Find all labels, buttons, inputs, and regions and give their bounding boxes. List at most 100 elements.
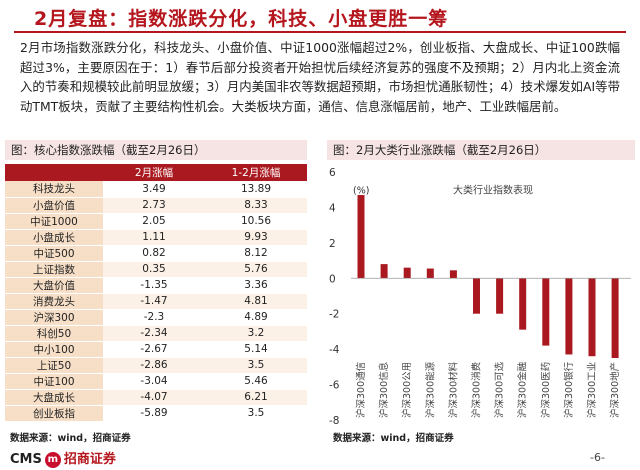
index-table: 2月涨幅 1-2月涨幅 科技龙头 3.49 13.89 小盘价值 2.73 8.33 中证1… bbox=[5, 164, 307, 422]
right-panel-title: 图：2月大类行业涨跌幅（截至2月26日） bbox=[327, 140, 635, 160]
bar bbox=[357, 195, 365, 279]
row-feb-cell: -2.34 bbox=[103, 325, 205, 342]
row-ytd-cell: 5.46 bbox=[205, 373, 307, 390]
bar bbox=[426, 268, 434, 279]
title-bar: 2月复盘：指数涨跌分化，科技、小盘更胜一筹 bbox=[0, 0, 640, 34]
table-row: 中证1000 2.05 10.56 bbox=[5, 213, 307, 230]
table-row: 科创50 -2.34 3.2 bbox=[5, 325, 307, 342]
row-feb-cell: -1.47 bbox=[103, 293, 205, 310]
table-row: 大盘成长 -4.07 6.21 bbox=[5, 389, 307, 406]
bar bbox=[611, 278, 619, 358]
row-ytd-cell: 8.12 bbox=[205, 245, 307, 262]
row-name-cell: 上证指数 bbox=[5, 261, 103, 278]
table-row: 中小100 -2.67 5.14 bbox=[5, 341, 307, 358]
category-label: 沪深300可选 bbox=[494, 361, 506, 418]
table-header-name bbox=[5, 164, 103, 181]
y-tick-label: 2 bbox=[329, 238, 336, 250]
row-feb-cell: -5.89 bbox=[103, 405, 205, 422]
table-row: 上证指数 0.35 5.76 bbox=[5, 261, 307, 278]
chart-title: 大类行业指数表现 bbox=[453, 184, 533, 197]
row-ytd-cell: 9.93 bbox=[205, 229, 307, 246]
row-ytd-cell: 3.5 bbox=[205, 405, 307, 422]
page-title: 2月复盘：指数涨跌分化，科技、小盘更胜一筹 bbox=[34, 8, 449, 30]
table-row: 消费龙头 -1.47 4.81 bbox=[5, 293, 307, 310]
row-name-cell: 沪深300 bbox=[5, 309, 103, 326]
category-label: 沪深300能源 bbox=[424, 361, 436, 418]
row-feb-cell: 3.49 bbox=[103, 181, 205, 198]
row-ytd-cell: 8.33 bbox=[205, 197, 307, 214]
row-name-cell: 中证1000 bbox=[5, 213, 103, 230]
y-tick-label: -6 bbox=[329, 380, 340, 392]
row-feb-cell: -2.86 bbox=[103, 357, 205, 374]
y-tick-label: -2 bbox=[329, 309, 339, 321]
left-panel-title: 图：核心指数涨跌幅（截至2月26日） bbox=[5, 140, 307, 160]
category-label: 沪深300公用 bbox=[401, 362, 413, 418]
table-row: 大盘价值 -1.35 3.36 bbox=[5, 277, 307, 294]
y-tick-label: -8 bbox=[329, 415, 339, 427]
category-label: 沪深300工业 bbox=[586, 362, 598, 418]
bar bbox=[403, 267, 411, 279]
row-ytd-cell: 13.89 bbox=[205, 181, 307, 198]
table-header-ytd: 1-2月涨幅 bbox=[205, 164, 307, 181]
bar bbox=[473, 278, 480, 314]
row-name-cell: 创业板指 bbox=[5, 405, 103, 422]
table-row: 科技龙头 3.49 13.89 bbox=[5, 181, 307, 198]
y-tick-label: 4 bbox=[329, 202, 336, 214]
logo-chinese: 招商证券 bbox=[63, 452, 116, 467]
row-name-cell: 大盘价值 bbox=[5, 277, 103, 294]
row-feb-cell: -1.35 bbox=[103, 277, 205, 294]
row-name-cell: 上证50 bbox=[5, 357, 103, 374]
page-number: -6- bbox=[590, 451, 605, 464]
row-feb-cell: 2.73 bbox=[103, 197, 205, 214]
bar bbox=[588, 278, 596, 357]
bar bbox=[380, 264, 388, 279]
category-label: 沪深300地产 bbox=[609, 362, 621, 418]
row-name-cell: 中小100 bbox=[5, 341, 103, 358]
row-ytd-cell: 6.21 bbox=[205, 389, 307, 406]
row-ytd-cell: 4.89 bbox=[205, 309, 307, 326]
category-label: 沪深300医药 bbox=[540, 362, 552, 418]
table-header-feb: 2月涨幅 bbox=[103, 164, 205, 181]
row-ytd-cell: 3.36 bbox=[205, 277, 307, 294]
title-divider bbox=[14, 31, 626, 33]
row-feb-cell: 1.11 bbox=[103, 229, 205, 246]
bar bbox=[519, 278, 527, 330]
y-axis-label: (%) bbox=[353, 186, 369, 197]
left-source-note: 数据来源：wind，招商证券 bbox=[10, 433, 131, 444]
table-row: 创业板指 -5.89 3.5 bbox=[5, 405, 307, 422]
right-source-note: 数据来源：wind，招商证券 bbox=[333, 433, 454, 444]
index-table-body: 科技龙头 3.49 13.89 小盘价值 2.73 8.33 中证1000 2.05 10.56… bbox=[5, 181, 307, 422]
row-feb-cell: -2.67 bbox=[103, 341, 205, 358]
index-table-header: 2月涨幅 1-2月涨幅 bbox=[5, 164, 307, 181]
y-tick-label: -4 bbox=[329, 344, 340, 356]
row-ytd-cell: 5.14 bbox=[205, 341, 307, 358]
row-name-cell: 中证500 bbox=[5, 245, 103, 262]
y-tick-label: 0 bbox=[329, 273, 336, 285]
bar bbox=[496, 278, 504, 314]
category-label: 沪深300材料 bbox=[447, 361, 459, 418]
table-row: 上证50 -2.86 3.5 bbox=[5, 357, 307, 374]
row-ytd-cell: 10.56 bbox=[205, 213, 307, 230]
bar bbox=[565, 278, 573, 355]
table-row: 中证100 -3.04 5.46 bbox=[5, 373, 307, 390]
category-label: 沪深300金融 bbox=[517, 361, 529, 418]
bar bbox=[449, 270, 457, 279]
row-feb-cell: -4.07 bbox=[103, 389, 205, 406]
row-name-cell: 大盘成长 bbox=[5, 389, 103, 406]
table-row: 小盘价值 2.73 8.33 bbox=[5, 197, 307, 214]
row-name-cell: 小盘价值 bbox=[5, 197, 103, 214]
logo-latin: CMS bbox=[10, 452, 42, 467]
y-tick-label: 6 bbox=[329, 167, 336, 179]
row-name-cell: 科创50 bbox=[5, 325, 103, 342]
row-feb-cell: -2.3 bbox=[103, 309, 205, 326]
category-label: 沪深300银行 bbox=[563, 361, 575, 418]
row-name-cell: 科技龙头 bbox=[5, 181, 103, 198]
category-label: 沪深300消费 bbox=[471, 362, 483, 418]
company-logo: CMS m 招商证券 bbox=[10, 448, 116, 468]
row-ytd-cell: 3.5 bbox=[205, 357, 307, 374]
row-ytd-cell: 5.76 bbox=[205, 261, 307, 278]
row-ytd-cell: 4.81 bbox=[205, 293, 307, 310]
category-label: 沪深300通信 bbox=[355, 362, 367, 418]
category-label: 沪深300信息 bbox=[378, 362, 390, 418]
